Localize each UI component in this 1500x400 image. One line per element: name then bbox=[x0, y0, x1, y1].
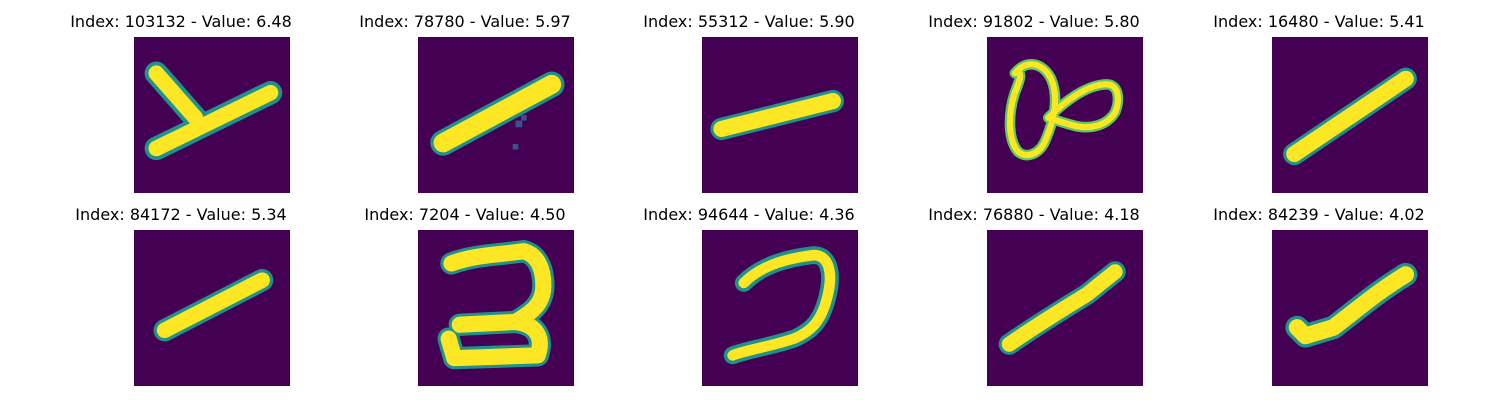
panel-title: Index: 78780 - Value: 5.97 bbox=[359, 12, 571, 31]
panel-title: Index: 7204 - Value: 4.50 bbox=[364, 205, 566, 224]
panel-title: Index: 84239 - Value: 4.02 bbox=[1213, 205, 1425, 224]
panel-1: Index: 103132 - Value: 6.48 bbox=[31, 0, 331, 193]
panel-10: Index: 84239 - Value: 4.02 bbox=[1169, 193, 1469, 386]
digit-image bbox=[702, 37, 858, 193]
panel-title: Index: 91802 - Value: 5.80 bbox=[928, 12, 1140, 31]
panel-title: Index: 103132 - Value: 6.48 bbox=[70, 12, 292, 31]
digit-image bbox=[987, 230, 1143, 386]
digit-image bbox=[702, 230, 858, 386]
panel-8: Index: 94644 - Value: 4.36 bbox=[599, 193, 899, 386]
panel-4: Index: 91802 - Value: 5.80 bbox=[884, 0, 1184, 193]
panel-title: Index: 76880 - Value: 4.18 bbox=[928, 205, 1140, 224]
panel-7: Index: 7204 - Value: 4.50 bbox=[315, 193, 615, 386]
panel-title: Index: 94644 - Value: 4.36 bbox=[643, 205, 855, 224]
digit-image bbox=[418, 37, 574, 193]
panel-2: Index: 78780 - Value: 5.97 bbox=[315, 0, 615, 193]
panel-6: Index: 84172 - Value: 5.34 bbox=[31, 193, 331, 386]
digit-image bbox=[1272, 230, 1428, 386]
panel-title: Index: 84172 - Value: 5.34 bbox=[75, 205, 287, 224]
panel-3: Index: 55312 - Value: 5.90 bbox=[599, 0, 899, 193]
digit-image bbox=[134, 230, 290, 386]
digit-image bbox=[418, 230, 574, 386]
digit-image bbox=[987, 37, 1143, 193]
digit-image bbox=[1272, 37, 1428, 193]
digit-image bbox=[134, 37, 290, 193]
panel-title: Index: 16480 - Value: 5.41 bbox=[1213, 12, 1425, 31]
panel-5: Index: 16480 - Value: 5.41 bbox=[1169, 0, 1469, 193]
panel-title: Index: 55312 - Value: 5.90 bbox=[643, 12, 855, 31]
panel-9: Index: 76880 - Value: 4.18 bbox=[884, 193, 1184, 386]
